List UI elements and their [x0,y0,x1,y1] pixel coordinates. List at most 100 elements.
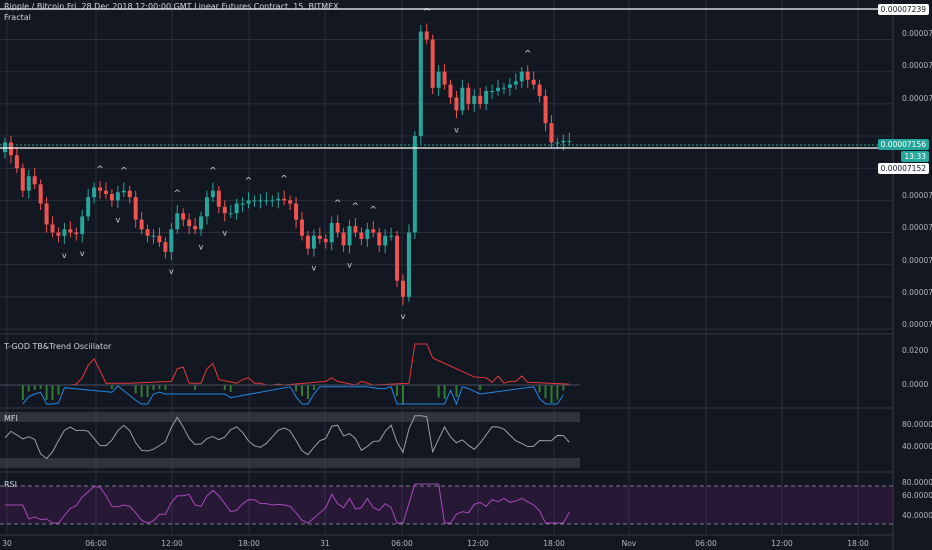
candle-body [329,222,334,243]
fractal-down-marker: v [62,251,67,260]
fractal-indicator-label[interactable]: Fractal [4,13,31,22]
candle-body [20,168,25,191]
candle-body [32,176,37,185]
candle-body [412,136,417,233]
fractal-up-marker: ^ [280,175,288,185]
candle-body [460,87,465,111]
candle-body [335,222,340,233]
candle-body [133,197,138,220]
time-label: 18:00 [238,539,260,548]
candle-body [513,81,518,85]
candle-body [175,213,180,230]
candle-body [193,226,198,230]
mfi-overbought-band [0,412,580,422]
time-label: 06:00 [695,539,717,548]
fractal-up-marker: ^ [370,205,378,215]
fractal-up-marker: ^ [334,199,342,209]
candle-body [228,213,233,215]
candle-body [389,235,394,237]
price-label: 0.00007080 [902,256,932,265]
candle-body [531,79,536,85]
fractal-down-marker: v [115,215,120,224]
candle-body [549,123,554,143]
candle-body [276,198,281,201]
line-price-tag-top: 0.00007239 [877,4,929,15]
horizontal-lines[interactable] [0,8,893,149]
fractal-up-marker: ^ [173,189,181,199]
candle-body [14,155,19,169]
time-label: 12:00 [161,539,183,548]
candle-body [210,190,215,198]
fractal-up-marker: ^ [423,7,431,17]
candle-body [359,232,364,239]
candle-body [187,219,192,227]
candle-body [240,203,245,205]
price-label: 0.00007100 [902,223,932,232]
candle-body [26,176,31,191]
candle-body [163,242,168,252]
candle-body [199,216,204,230]
candle-body [234,203,239,214]
line-price-tag-bottom: 0.00007152 [877,163,929,174]
osc-axis-label: 0.0200 [902,346,929,355]
mfi-title[interactable]: MFI [4,414,18,423]
fractal-up-marker: ^ [120,167,128,177]
bar-countdown: 13:33 [901,151,929,162]
candle-body [525,71,530,80]
candle-body [68,229,73,233]
candle-body [519,71,524,82]
candle-body [377,232,382,246]
candle-body [567,140,572,142]
time-label: 06:00 [391,539,413,548]
candle-body [288,200,293,204]
fractal-down-marker: v [312,264,317,273]
rsi-axis-label: 60.0000 [902,491,932,500]
candle-body [103,190,108,194]
fractal-markers: v v ^ v ^ v ^ v ^ v ^ ^ v ^ v ^ ^ v ^ v ^ [62,7,531,320]
candle-body [98,187,103,191]
candle-body [466,87,471,104]
price-label: 0.00007060 [902,288,932,297]
rsi-axis-label: 80.0000 [902,478,932,487]
candle-body [395,235,400,281]
fractal-up-marker: ^ [209,167,217,177]
candle-body [311,235,316,249]
oscillator-title[interactable]: T-GOD TB&Trend Oscillator [4,342,112,351]
candle-body [490,91,495,93]
candle-body [383,235,388,246]
time-label: 18:00 [847,539,869,548]
rsi-title[interactable]: RSI [4,480,17,489]
fractal-up-marker: ^ [245,176,253,186]
price-label: 0.00007220 [902,29,932,38]
candle-body [418,31,423,137]
candle-body [38,184,43,204]
candle-body [252,200,257,202]
candle-body [501,87,506,89]
candle-body [216,190,221,207]
fractal-down-marker: v [401,312,406,321]
candle-body [258,200,263,202]
candle-body [537,84,542,96]
fractal-up-marker: ^ [524,49,532,59]
oscillator-plot [0,343,580,406]
candle-body [561,140,566,143]
time-label: 31 [320,539,330,548]
candle-body [74,232,79,235]
rsi-line [5,483,570,524]
time-label: 18:00 [543,539,565,548]
candle-body [121,190,126,193]
mfi-axis-label: 40.0000 [902,442,932,451]
candle-body [109,193,114,201]
candle-body [365,229,370,239]
candle-body [454,97,459,111]
candle-body [246,200,251,204]
mfi-axis-label: 80.0000 [902,420,932,429]
candle-body [115,192,120,201]
candle-body [204,197,209,217]
candle-body [92,187,97,198]
candle-body [8,142,13,156]
osc-red-line [5,343,570,386]
candle-body [430,39,435,88]
price-label: 0.00007040 [902,320,932,329]
